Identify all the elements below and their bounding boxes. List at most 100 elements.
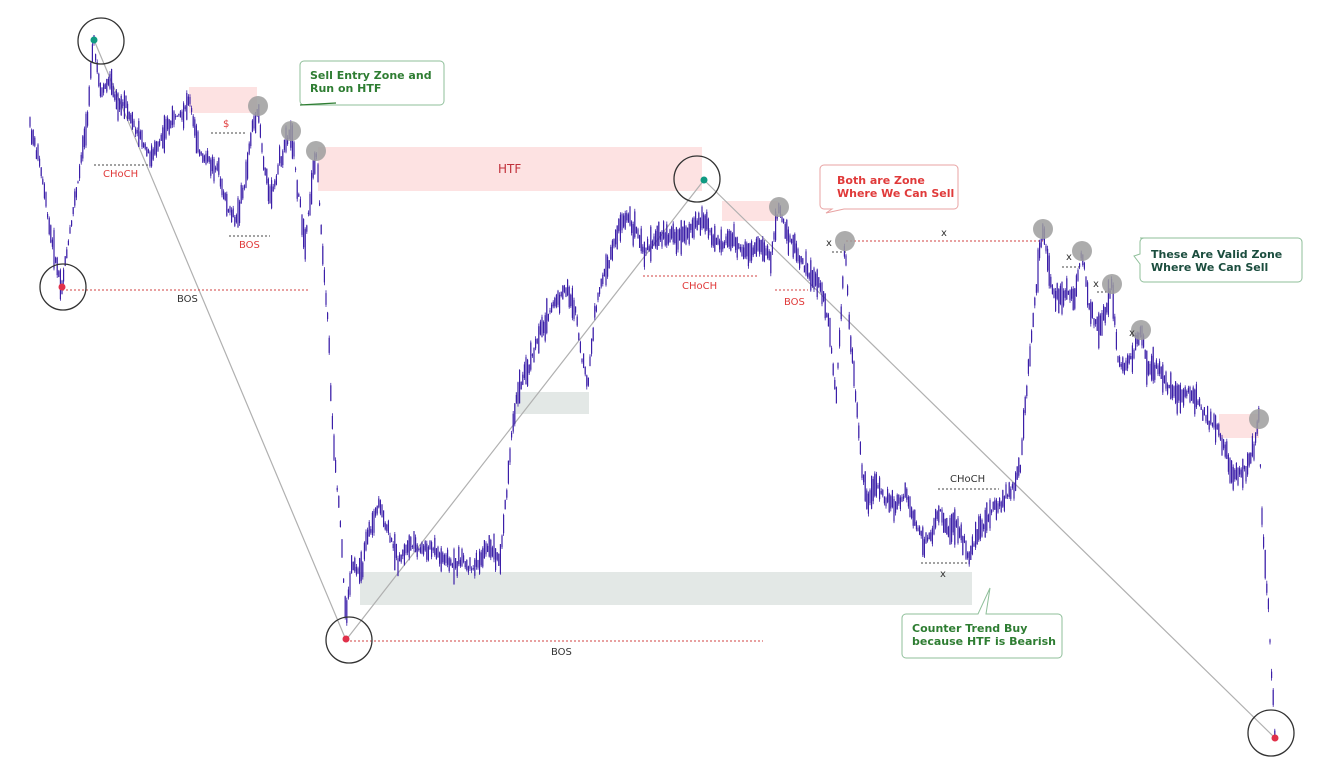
candle-body — [407, 540, 409, 553]
swing-point — [1102, 274, 1122, 294]
candle-body — [306, 225, 308, 232]
candle-body — [1051, 284, 1053, 294]
candle-body — [1031, 330, 1033, 342]
candle-body — [1219, 433, 1221, 440]
candle-body — [829, 318, 831, 347]
candle-body — [1071, 288, 1073, 299]
swing-low-dot — [1271, 734, 1279, 742]
candle-body — [735, 237, 737, 250]
candle-body — [285, 127, 287, 152]
svg-text:Where We Can Sell: Where We Can Sell — [837, 187, 954, 200]
candle-body — [827, 314, 829, 327]
candle-body — [162, 127, 164, 149]
candle-body — [1088, 303, 1090, 310]
candle-body — [378, 498, 380, 508]
candle-body — [834, 380, 836, 389]
candle-body — [871, 475, 873, 509]
candle-body — [56, 257, 58, 276]
candle-body — [202, 153, 204, 163]
candle-body — [1218, 424, 1220, 436]
candle-body — [482, 548, 484, 567]
choch-label: CHoCH — [682, 281, 717, 292]
swing-point — [1033, 219, 1053, 239]
candle-body — [738, 243, 740, 249]
candle-body — [927, 537, 929, 541]
candle-body — [755, 238, 757, 257]
candle-body — [1083, 263, 1085, 269]
candle-body — [699, 217, 701, 236]
candle-body — [719, 240, 721, 250]
candle-body — [783, 218, 785, 223]
candle-body — [392, 543, 394, 549]
candle-body — [264, 167, 266, 176]
candle-body — [1067, 290, 1069, 295]
candle-body — [663, 221, 665, 239]
candle-body — [823, 291, 825, 302]
candle-body — [912, 511, 914, 526]
candle-body — [899, 497, 901, 509]
candle-body — [771, 241, 773, 253]
candle-body — [635, 226, 637, 234]
candle-body — [1059, 285, 1061, 304]
candle-body — [581, 358, 583, 363]
candle-body — [261, 143, 263, 152]
candle-body — [1175, 381, 1177, 403]
candle-body — [629, 206, 631, 226]
candle-body — [483, 540, 485, 559]
candle-body — [434, 537, 436, 555]
candle-body — [631, 221, 633, 233]
candle-body — [1211, 422, 1213, 427]
candle-body — [866, 490, 868, 509]
candle-body — [267, 178, 269, 202]
candle-body — [58, 271, 60, 277]
candle-body — [1085, 276, 1087, 287]
candle-body — [82, 136, 84, 159]
candle-body — [1019, 464, 1021, 473]
candle-body — [898, 495, 900, 504]
candle-body — [1003, 496, 1005, 511]
candle-body — [731, 233, 733, 247]
candle-body — [144, 143, 146, 149]
candle-body — [584, 367, 586, 375]
candle-body — [954, 509, 956, 545]
candle-body — [192, 116, 194, 127]
candle-body — [1032, 313, 1034, 328]
candle-body — [687, 227, 689, 238]
candle-body — [741, 246, 743, 256]
candle-body — [467, 566, 469, 573]
candle-body — [498, 553, 500, 566]
candle-body — [397, 558, 399, 577]
candle-body — [272, 186, 274, 192]
candle-body — [154, 141, 156, 155]
swing-low-dot — [342, 635, 350, 643]
candle-body — [821, 282, 823, 305]
candle-body — [936, 511, 938, 519]
candle-body — [138, 121, 140, 147]
candle-body — [600, 278, 602, 287]
candle-body — [355, 566, 357, 575]
candle-body — [223, 191, 225, 200]
candle-body — [402, 549, 404, 557]
candle-body — [727, 230, 729, 248]
candle-body — [971, 536, 973, 555]
candle-body — [317, 164, 319, 183]
candle-body — [213, 159, 215, 182]
candle-body — [515, 395, 517, 403]
candle-body — [437, 546, 439, 558]
candle-body — [560, 291, 562, 296]
candle-body — [523, 364, 525, 378]
candle-body — [472, 568, 474, 570]
candle-body — [171, 106, 173, 126]
candle-body — [749, 243, 751, 261]
candle-body — [1171, 385, 1173, 398]
candle-body — [232, 208, 234, 218]
candle-body — [427, 546, 429, 561]
candle-body — [555, 294, 557, 307]
candle-body — [672, 223, 674, 243]
candle-body — [307, 212, 309, 215]
candle-body — [411, 546, 413, 547]
candle-body — [1205, 415, 1207, 422]
candle-body — [1128, 355, 1130, 364]
candle-body — [224, 193, 226, 200]
candle-body — [728, 230, 730, 247]
